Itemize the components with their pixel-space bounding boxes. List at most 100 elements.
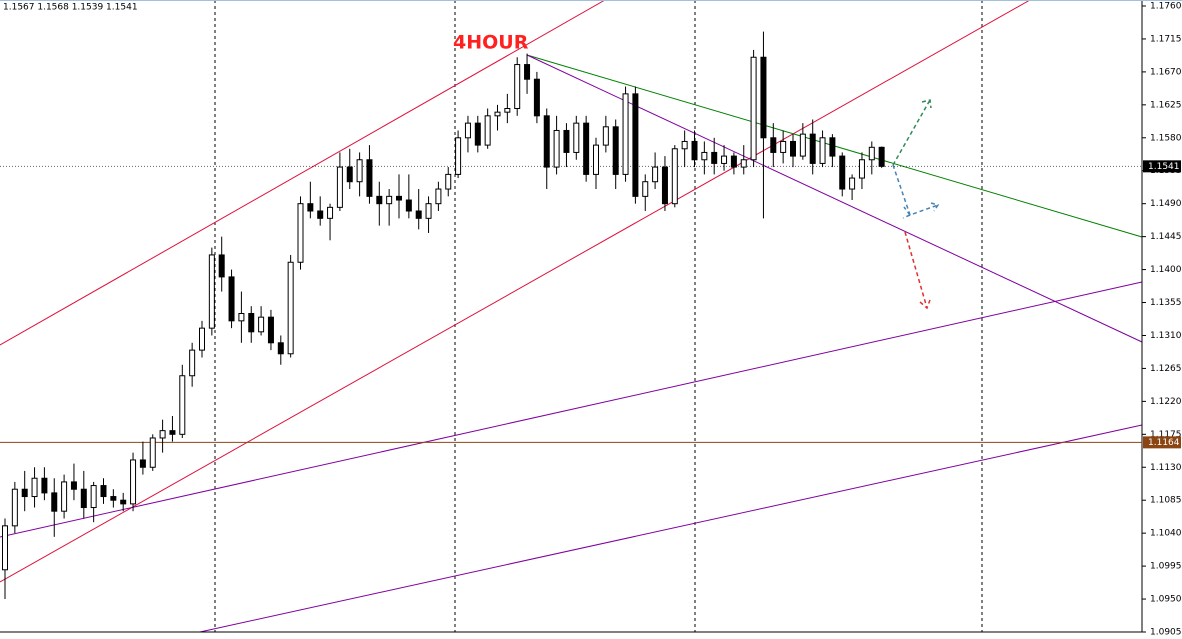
channel-line <box>0 0 1031 583</box>
candle-body <box>248 313 255 333</box>
candle-body <box>80 488 87 509</box>
candle-body <box>858 159 865 179</box>
candle-body <box>110 496 117 501</box>
candle-body <box>405 199 412 212</box>
y-tick-label: 1.1085 <box>1150 496 1182 506</box>
channel-line <box>0 281 1143 538</box>
y-tick-label: 1.1490 <box>1150 199 1182 209</box>
annotation: 4HOUR <box>453 32 529 54</box>
arrow <box>892 99 932 166</box>
candle-body <box>218 254 225 278</box>
y-tick-label: 1.0905 <box>1150 628 1182 638</box>
y-tick-label: 1.1220 <box>1150 397 1182 407</box>
y-tick-label: 1.1355 <box>1150 298 1182 308</box>
y-tick-label: 1.1625 <box>1150 100 1182 110</box>
candle-body <box>356 159 363 183</box>
candle-body <box>494 111 501 117</box>
candle-body <box>2 525 8 571</box>
candle-body <box>563 129 570 153</box>
candle-body <box>819 137 826 164</box>
price-label-box <box>1143 160 1181 173</box>
candle-body <box>228 276 235 322</box>
candle-body <box>425 203 432 219</box>
candle-body <box>208 254 215 329</box>
candle-body <box>90 485 97 509</box>
candle-body <box>878 146 885 167</box>
candle-body <box>849 177 856 190</box>
candle-body <box>829 137 836 157</box>
candle-body <box>770 137 777 153</box>
candle-body <box>11 488 18 527</box>
candle-body <box>386 195 393 205</box>
candle-body <box>524 64 531 80</box>
candle-body <box>415 210 422 219</box>
candle-body <box>139 459 146 468</box>
channel-line <box>0 0 606 346</box>
candle-body <box>632 93 639 197</box>
candle-body <box>346 166 353 183</box>
candle-body <box>100 485 107 498</box>
candle-body <box>258 316 265 333</box>
candle-body <box>61 481 68 512</box>
candle-body <box>120 499 127 505</box>
channel-line <box>199 424 1143 633</box>
candle-body <box>809 133 816 164</box>
candle-body <box>701 151 708 161</box>
y-tick-label: 1.1310 <box>1150 331 1182 341</box>
y-tick-label: 1.0995 <box>1150 562 1182 572</box>
candle-body <box>267 316 274 344</box>
candle-body <box>169 430 176 435</box>
candle-body <box>583 122 590 175</box>
y-tick-label: 1.1175 <box>1150 430 1182 440</box>
candle-body <box>159 430 166 439</box>
candle-body <box>31 477 38 498</box>
candle-body <box>396 195 402 201</box>
candle-body <box>780 140 787 153</box>
trend-line <box>526 54 1143 343</box>
candle-body <box>464 122 471 139</box>
candle-body <box>474 122 481 146</box>
candle-body <box>868 146 875 161</box>
candle-body <box>327 206 334 219</box>
candle-body <box>21 488 28 498</box>
candle-body <box>553 129 560 168</box>
candle-body <box>238 313 245 322</box>
candle-body <box>189 349 196 377</box>
arrow <box>902 206 911 219</box>
forecast-arrows <box>892 99 940 310</box>
candle-body <box>730 155 737 168</box>
candle-body <box>652 166 659 183</box>
candle-body <box>455 137 462 175</box>
price-label-box <box>1143 436 1181 449</box>
candle-body <box>199 327 205 351</box>
candle-body <box>435 188 442 205</box>
candle-body <box>661 166 668 205</box>
candle-body <box>711 151 718 164</box>
candle-body <box>149 437 156 468</box>
candle-body <box>41 477 48 494</box>
candle-body <box>504 108 511 113</box>
y-tick-label: 1.1040 <box>1150 529 1182 539</box>
candle-body <box>750 56 757 161</box>
candle-body <box>593 144 599 175</box>
candle-body <box>297 203 304 263</box>
candle-body <box>671 148 678 205</box>
candle-body <box>317 210 324 219</box>
candle-body <box>760 56 767 139</box>
candle-body <box>130 459 137 505</box>
y-tick-label: 1.0950 <box>1150 595 1182 605</box>
candle-body <box>179 375 186 435</box>
y-tick-label: 1.1130 <box>1150 463 1182 473</box>
y-tick-label: 1.1670 <box>1150 67 1182 77</box>
y-tick-label: 1.1580 <box>1150 133 1182 143</box>
candle-body <box>799 133 806 157</box>
candle-body <box>721 155 728 164</box>
candle-body <box>622 93 629 175</box>
y-tick-label: 1.1760 <box>1150 2 1182 12</box>
candle-body <box>740 159 747 168</box>
candle-body <box>366 159 373 197</box>
candle-body <box>277 342 284 355</box>
